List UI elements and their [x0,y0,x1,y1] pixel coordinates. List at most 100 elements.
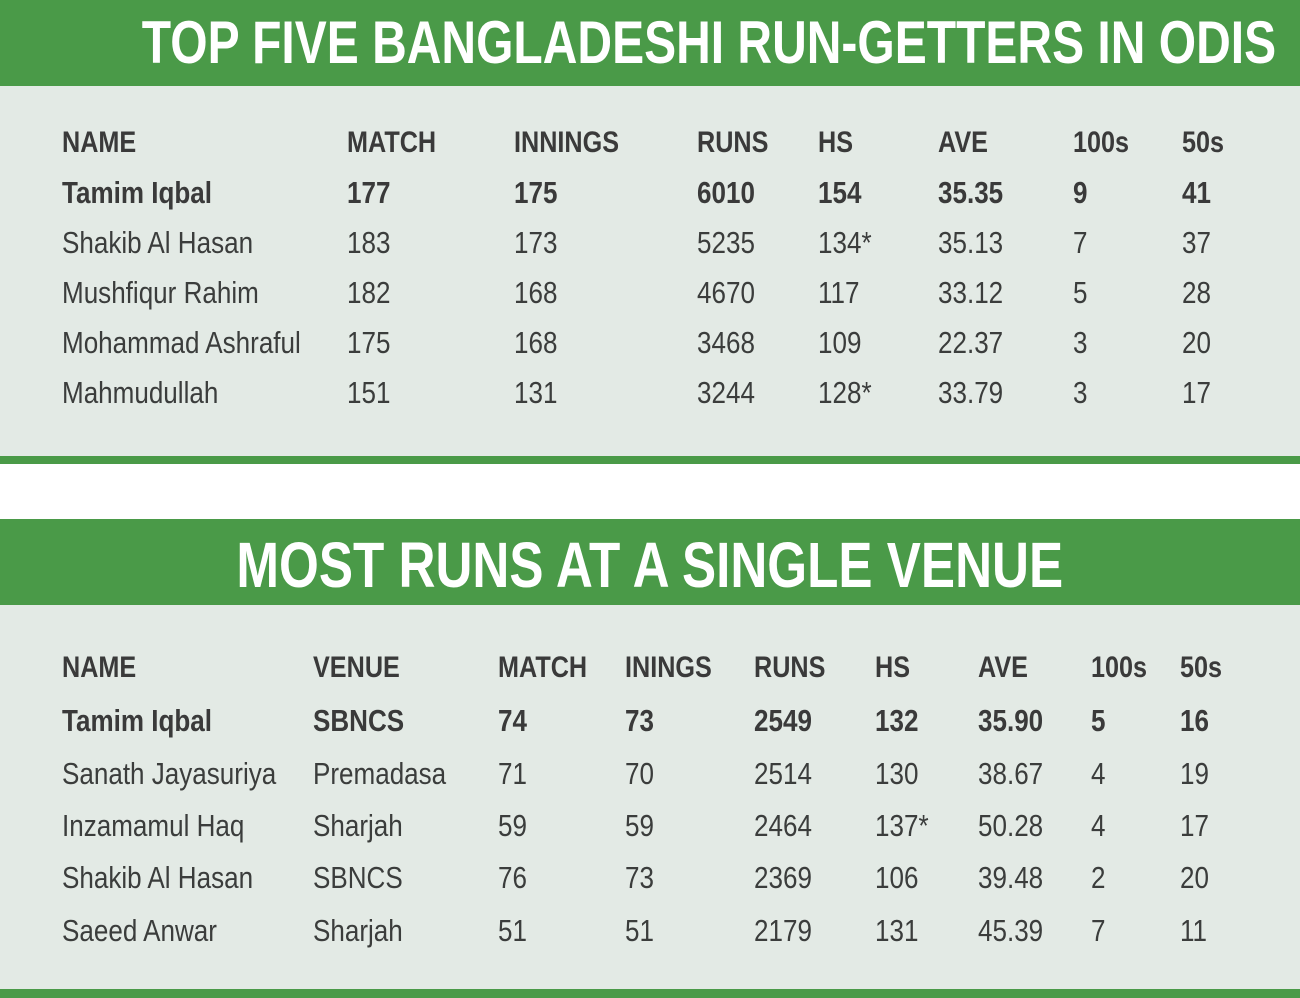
table1-row-1-name: Tamim Iqbal [62,175,213,210]
table2-row-2-hundreds: 4 [1091,756,1106,791]
table2-row-4-name: Shakib Al Hasan [62,860,254,895]
table2-row-2-venue: Premadasa [313,756,447,791]
table2-row-5-innings: 51 [625,913,654,948]
table2-row-2-hs: 130 [875,756,919,791]
table2-row-1-runs: 2549 [754,703,812,738]
table1-panel [0,86,1300,456]
table2-row-3-name: Inzamamul Haq [62,808,245,843]
table1-row-5-runs: 3244 [697,375,755,410]
table1-row-3-match: 182 [347,275,391,310]
table2-row-4-fifties: 20 [1180,860,1209,895]
table2-header-venue: VENUE [313,651,400,684]
table2-title: MOST RUNS AT A SINGLE VENUE [236,529,1064,601]
table1-row-3-name: Mushfiqur Rahim [62,275,259,310]
table2-row-4-venue: SBNCS [313,860,403,895]
table2-row-5-fifties: 11 [1180,913,1208,948]
table1-header-runs: RUNS [697,126,769,159]
table2-row-5-hundreds: 7 [1091,913,1106,948]
table1-row-3-fifties: 28 [1182,275,1211,310]
table1-row-1-innings: 175 [514,175,558,210]
table1-row-2-runs: 5235 [697,225,755,260]
table1-row-1-fifties: 41 [1182,175,1211,210]
table1-row-1-match: 177 [347,175,391,210]
table1-row-4-hs: 109 [818,325,862,360]
table2-row-2-fifties: 19 [1180,756,1209,791]
table1-bottom-rule [0,456,1300,464]
table2-panel [0,605,1300,989]
table2-row-4-hundreds: 2 [1091,860,1106,895]
table2-row-4-innings: 73 [625,860,654,895]
table2-row-3-hundreds: 4 [1091,808,1106,843]
table2-header-runs: RUNS [754,651,826,684]
table2-row-4-runs: 2369 [754,860,812,895]
table1-header-ave: AVE [938,126,988,159]
table1-row-3-innings: 168 [514,275,558,310]
table1-row-4-innings: 168 [514,325,558,360]
table1-row-5-ave: 33.79 [938,375,1004,410]
table2-header-fifties: 50s [1180,651,1223,684]
table2-row-2-ave: 38.67 [978,756,1044,791]
table1-header-match: MATCH [347,126,437,159]
table1-header-hundreds: 100s [1073,126,1130,159]
table1-header-hs: HS [818,126,854,159]
table1-row-1-ave: 35.35 [938,175,1004,210]
table2-row-3-match: 59 [498,808,527,843]
table2-row-5-venue: Sharjah [313,913,403,948]
table2-title-banner: MOST RUNS AT A SINGLE VENUE [0,519,1300,605]
table1-row-2-ave: 35.13 [938,225,1004,260]
table1-row-1-hundreds: 9 [1073,175,1088,210]
table2-header-hundreds: 100s [1091,651,1148,684]
table2-row-3-innings: 59 [625,808,654,843]
table1-row-4-ave: 22.37 [938,325,1004,360]
table1-row-5-innings: 131 [514,375,558,410]
table2-row-3-ave: 50.28 [978,808,1044,843]
table2-row-1-name: Tamim Iqbal [62,703,213,738]
table2-header-hs: HS [875,651,911,684]
table1-row-4-name: Mohammad Ashraful [62,325,301,360]
table2-row-1-fifties: 16 [1180,703,1209,738]
table1-row-5-match: 151 [347,375,391,410]
table2-row-1-hundreds: 5 [1091,703,1106,738]
table1-row-2-name: Shakib Al Hasan [62,225,254,260]
table2-header-innings: ININGS [625,651,712,684]
table2-row-1-match: 74 [498,703,527,738]
table2-header-name: NAME [62,651,137,684]
table2-header-match: MATCH [498,651,588,684]
table2-row-3-hs: 137* [875,808,929,843]
table1-title: TOP FIVE BANGLADESHI RUN-GETTERS IN ODIS [141,9,1277,76]
table1-row-2-hs: 134* [818,225,872,260]
table1-header-fifties: 50s [1182,126,1225,159]
table1-row-5-name: Mahmudullah [62,375,219,410]
table2-row-4-ave: 39.48 [978,860,1044,895]
table1-header-innings: INNINGS [514,126,620,159]
table2-row-1-innings: 73 [625,703,654,738]
table1-row-3-hundreds: 5 [1073,275,1088,310]
table2-header-ave: AVE [978,651,1028,684]
table2-row-5-ave: 45.39 [978,913,1044,948]
table1-row-2-fifties: 37 [1182,225,1211,260]
table2-row-2-match: 71 [498,756,527,791]
table1-row-5-hs: 128* [818,375,872,410]
table1-row-3-runs: 4670 [697,275,755,310]
table2-row-1-hs: 132 [875,703,919,738]
table2-row-4-match: 76 [498,860,527,895]
table2-row-2-name: Sanath Jayasuriya [62,756,277,791]
table2-row-5-match: 51 [498,913,527,948]
table1-row-4-hundreds: 3 [1073,325,1088,360]
table1-row-5-fifties: 17 [1182,375,1211,410]
table1-row-2-innings: 173 [514,225,558,260]
table2-row-5-name: Saeed Anwar [62,913,217,948]
table2-row-1-ave: 35.90 [978,703,1044,738]
table2-row-5-hs: 131 [875,913,919,948]
table1-row-4-runs: 3468 [697,325,755,360]
table1-row-1-hs: 154 [818,175,862,210]
table2-row-5-runs: 2179 [754,913,812,948]
table2-row-3-fifties: 17 [1180,808,1209,843]
table2-row-4-hs: 106 [875,860,919,895]
table1-row-4-fifties: 20 [1182,325,1211,360]
table2-row-3-runs: 2464 [754,808,812,843]
table2-row-3-venue: Sharjah [313,808,403,843]
table1-row-4-match: 175 [347,325,391,360]
table1-row-5-hundreds: 3 [1073,375,1088,410]
table1-row-2-hundreds: 7 [1073,225,1088,260]
